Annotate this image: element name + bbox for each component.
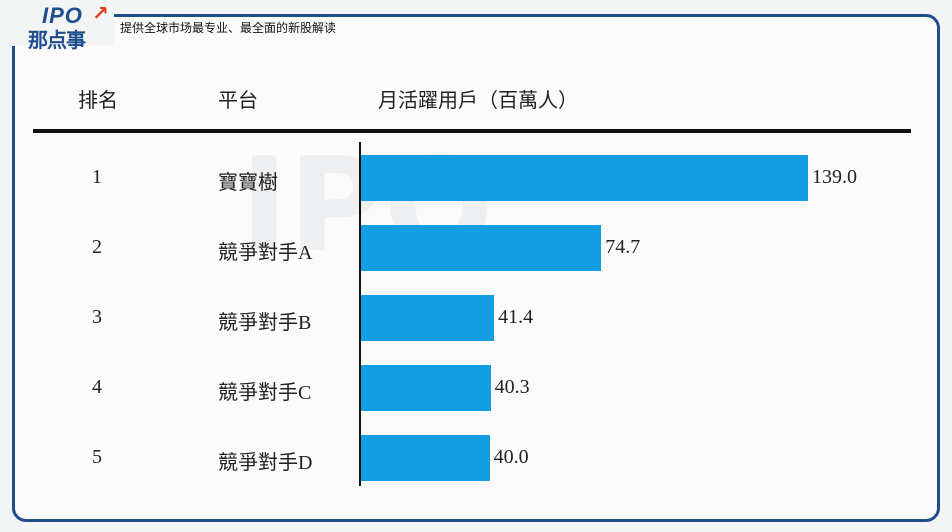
data-label: 74.7 — [605, 236, 641, 258]
platform-label: 競爭對手A — [218, 242, 313, 264]
rank-label: 1 — [92, 166, 102, 188]
bar-4 — [361, 365, 491, 411]
column-header-platform: 平台 — [218, 88, 258, 112]
header-rule — [33, 129, 911, 133]
data-label: 139.0 — [812, 166, 857, 188]
bar-5 — [361, 435, 490, 481]
rank-label: 5 — [92, 446, 102, 468]
logo-cn-text: 那点事 — [28, 28, 86, 52]
rank-label: 3 — [92, 306, 102, 328]
rank-label: 2 — [92, 236, 102, 258]
logo-ipo-text: IPO — [42, 3, 83, 28]
data-label: 41.4 — [498, 306, 534, 328]
rank-label: 4 — [92, 376, 102, 398]
bar-1 — [361, 155, 808, 201]
platform-label: 競爭對手D — [218, 452, 313, 474]
tagline: 提供全球市场最专业、最全面的新股解读 — [120, 21, 337, 35]
bar-axis — [359, 142, 361, 486]
platform-label: 寶寶樹 — [218, 172, 278, 194]
bar-2 — [361, 225, 602, 271]
arrow-up-icon: ↗ — [92, 1, 109, 25]
platform-label: 競爭對手B — [218, 312, 312, 334]
column-header-mau: 月活躍用戶（百萬人） — [378, 88, 578, 112]
platform-label: 競爭對手C — [218, 382, 312, 404]
bar-3 — [361, 295, 495, 341]
data-label: 40.0 — [493, 446, 529, 468]
data-label: 40.3 — [494, 376, 530, 398]
column-header-rank: 排名 — [78, 88, 118, 112]
logo — [10, 0, 114, 46]
